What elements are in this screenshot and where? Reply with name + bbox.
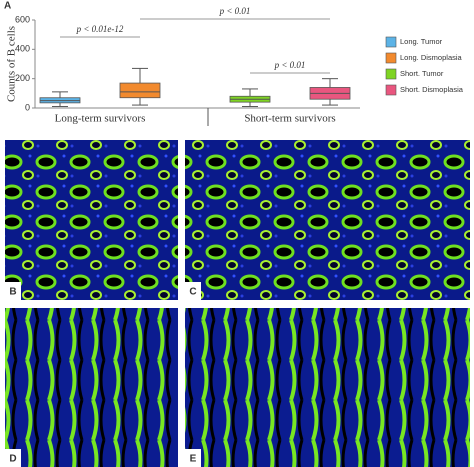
image-panels <box>5 140 470 467</box>
legend-swatch <box>385 52 397 64</box>
legend-label: Short. Tumor <box>400 69 444 78</box>
y-tick-label: 600 <box>15 14 30 24</box>
panel-label: D <box>9 454 16 465</box>
legend-swatch <box>385 84 397 96</box>
panel-label: A <box>4 1 11 12</box>
micrograph <box>185 308 470 467</box>
significance-label: p < 0.01 <box>274 60 306 70</box>
panel-label: B <box>9 287 16 298</box>
micrograph <box>5 140 178 300</box>
y-tick-label: 400 <box>15 44 30 54</box>
group-label: Short-term survivors <box>244 113 335 125</box>
y-tick-label: 200 <box>15 73 30 83</box>
micrograph <box>185 140 470 300</box>
legend-label: Long. Dismoplasia <box>400 53 463 62</box>
significance-label: p < 0.01 <box>219 6 251 16</box>
box <box>119 82 161 99</box>
y-axis-label: Counts of B cells <box>6 26 18 102</box>
group-label: Long-term survivors <box>55 113 146 125</box>
y-tick-label: 0 <box>25 102 30 112</box>
panel-label-box <box>5 449 21 467</box>
panel-label-box <box>185 449 201 467</box>
significance-label: p < 0.01e-12 <box>76 24 124 34</box>
legend-label: Long. Tumor <box>400 37 443 46</box>
legend-label: Short. Dismoplasia <box>400 85 464 94</box>
legend-swatch <box>385 68 397 80</box>
panel-label-box <box>5 282 21 300</box>
legend-swatch <box>385 36 397 48</box>
micrograph <box>5 308 178 467</box>
panel-label: E <box>190 454 197 465</box>
panel-label-box <box>185 282 201 300</box>
panel-label: C <box>189 287 196 298</box>
